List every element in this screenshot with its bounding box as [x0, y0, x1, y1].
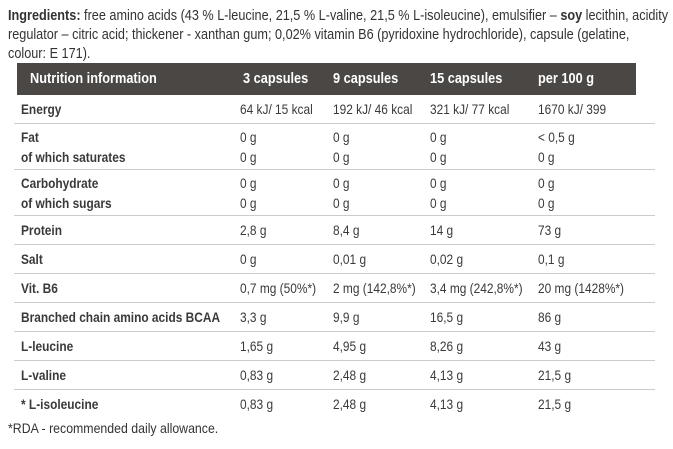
- row-label: L-leucine: [21, 338, 74, 354]
- row-value: 4,95 g: [333, 338, 367, 354]
- row-value: 4,13 g: [430, 367, 464, 383]
- row-value: 0 g: [538, 148, 555, 165]
- row-value: 64 kJ/ 15 kcal: [240, 101, 313, 117]
- table-row: Fat 0 g 0 g 0 g < 0,5 g: [14, 127, 655, 147]
- table-row: of which sugars 0 g 0 g 0 g 0 g: [14, 193, 655, 213]
- row-value: 0 g: [538, 194, 555, 211]
- row-value: 0 g: [240, 148, 257, 165]
- table-row-group: * L-isoleucine 0,83 g 2,48 g 4,13 g 21,5 g: [14, 390, 655, 417]
- row-value: 3,3 g: [240, 309, 267, 325]
- nutrition-table-body: Energy 64 kJ/ 15 kcal 192 kJ/ 46 kcal 321 k…: [14, 95, 655, 417]
- table-row: of which saturates 0 g 0 g 0 g 0 g: [14, 147, 655, 167]
- row-value: 0,02 g: [430, 251, 464, 267]
- table-row: Vit. B6 0,7 mg (50%*) 2 mg (142,8%*) 3,4 mg…: [14, 278, 655, 298]
- table-row-group: Carbohydrate 0 g 0 g 0 g 0 g of which sugars 0…: [14, 170, 655, 216]
- ingredients-text: Ingredients: free amino acids (43 % L-le…: [8, 6, 669, 63]
- row-value: 0,83 g: [240, 395, 274, 412]
- row-value: 0 g: [240, 174, 257, 191]
- table-row-group: Protein 2,8 g 8,4 g 14 g 73 g: [14, 216, 655, 245]
- table-row: L-leucine 1,65 g 4,95 g 8,26 g 43 g: [14, 336, 655, 356]
- row-value: 1670 kJ/ 399: [538, 101, 607, 117]
- table-row: Energy 64 kJ/ 15 kcal 192 kJ/ 46 kcal 321 k…: [14, 99, 655, 119]
- table-row: Protein 2,8 g 8,4 g 14 g 73 g: [14, 220, 655, 240]
- row-label: Protein: [21, 222, 62, 238]
- row-value: 2,48 g: [333, 395, 367, 412]
- header-9-capsules: 9 capsules: [333, 70, 399, 87]
- table-row-group: L-leucine 1,65 g 4,95 g 8,26 g 43 g: [14, 332, 655, 361]
- row-value: 0,01 g: [333, 251, 367, 267]
- row-value: 0 g: [240, 128, 257, 145]
- table-row: L-valine 0,83 g 2,48 g 4,13 g 21,5 g: [14, 365, 655, 385]
- row-value: 2,8 g: [240, 222, 267, 238]
- table-row: Salt 0 g 0,01 g 0,02 g 0,1 g: [14, 249, 655, 269]
- header-nutrition-information: Nutrition information: [30, 70, 157, 87]
- row-value: 3,4 mg (242,8%*): [430, 280, 523, 296]
- row-value: 0 g: [333, 128, 350, 145]
- table-row-group: Vit. B6 0,7 mg (50%*) 2 mg (142,8%*) 3,4 mg…: [14, 274, 655, 303]
- table-row-group: Energy 64 kJ/ 15 kcal 192 kJ/ 46 kcal 321 k…: [14, 95, 655, 124]
- row-value: 0 g: [333, 194, 350, 211]
- row-value: 4,13 g: [430, 395, 464, 412]
- nutrition-table-header: Nutrition information 3 capsules 9 capsu…: [17, 63, 636, 95]
- row-value: 9,9 g: [333, 309, 360, 325]
- row-label: * L-isoleucine: [21, 395, 99, 412]
- row-value: 2 mg (142,8%*): [333, 280, 416, 296]
- row-value: 0,83 g: [240, 367, 274, 383]
- table-row-group: Fat 0 g 0 g 0 g < 0,5 g of which saturates 0 g…: [14, 124, 655, 170]
- row-value: 0,7 mg (50%*): [240, 280, 317, 296]
- ingredients-soy-bold: soy: [560, 7, 583, 24]
- header-per-100-g: per 100 g: [538, 70, 594, 87]
- row-value: 2,48 g: [333, 367, 367, 383]
- row-value: 20 mg (1428%*): [538, 280, 624, 296]
- row-value: 1,65 g: [240, 338, 274, 354]
- row-value: 86 g: [538, 309, 562, 325]
- row-value: 21,5 g: [538, 395, 572, 412]
- row-label: Energy: [21, 101, 62, 117]
- row-label: Vit. B6: [21, 280, 58, 296]
- row-value: 0 g: [333, 148, 350, 165]
- row-value: 8,4 g: [333, 222, 360, 238]
- row-value: 192 kJ/ 46 kcal: [333, 101, 413, 117]
- row-value: 43 g: [538, 338, 562, 354]
- row-value: 0 g: [430, 148, 447, 165]
- table-row: Branched chain amino acids BCAA 3,3 g 9,9 …: [14, 307, 655, 327]
- row-value: < 0,5 g: [538, 128, 575, 145]
- header-3-capsules: 3 capsules: [243, 70, 309, 87]
- row-label: Fat: [21, 128, 39, 145]
- row-value: 0 g: [430, 194, 447, 211]
- table-row-group: Salt 0 g 0,01 g 0,02 g 0,1 g: [14, 245, 655, 274]
- table-row-group: L-valine 0,83 g 2,48 g 4,13 g 21,5 g: [14, 361, 655, 390]
- row-value: 14 g: [430, 222, 454, 238]
- row-label: L-valine: [21, 367, 66, 383]
- row-value: 0 g: [430, 174, 447, 191]
- row-label: Branched chain amino acids BCAA: [21, 309, 221, 325]
- row-label: of which sugars: [21, 194, 112, 211]
- row-value: 0 g: [538, 174, 555, 191]
- row-label: Salt: [21, 251, 43, 267]
- table-row: Carbohydrate 0 g 0 g 0 g 0 g: [14, 173, 655, 193]
- row-value: 0 g: [240, 251, 257, 267]
- ingredients-part1: free amino acids (43 % L-leucine, 21,5 %…: [80, 7, 561, 24]
- row-label: of which saturates: [21, 148, 126, 165]
- row-value: 0,1 g: [538, 251, 565, 267]
- row-value: 321 kJ/ 77 kcal: [430, 101, 510, 117]
- row-value: 21,5 g: [538, 367, 572, 383]
- row-value: 8,26 g: [430, 338, 464, 354]
- ingredients-label: Ingredients:: [8, 7, 81, 24]
- row-value: 0 g: [240, 194, 257, 211]
- table-row-group: Branched chain amino acids BCAA 3,3 g 9,9 …: [14, 303, 655, 332]
- nutrition-table: Nutrition information 3 capsules 9 capsu…: [14, 63, 655, 417]
- header-15-capsules: 15 capsules: [430, 70, 503, 87]
- row-value: 0 g: [430, 128, 447, 145]
- table-row: * L-isoleucine 0,83 g 2,48 g 4,13 g 21,5 g: [14, 394, 655, 414]
- rda-footnote: *RDA - recommended daily allowance.: [8, 420, 219, 436]
- row-label: Carbohydrate: [21, 174, 99, 191]
- row-value: 73 g: [538, 222, 562, 238]
- ingredients-part2: lecithin, acidity regulator – citric aci…: [8, 7, 669, 62]
- row-value: 0 g: [333, 174, 350, 191]
- row-value: 16,5 g: [430, 309, 464, 325]
